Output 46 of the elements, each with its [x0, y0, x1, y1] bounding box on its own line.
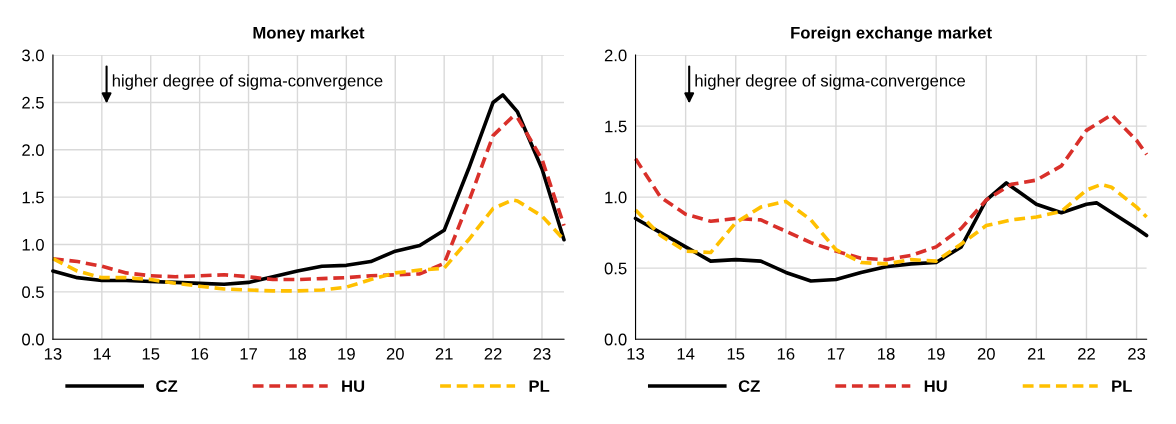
- x-tick-label: 19: [338, 347, 355, 360]
- x-tick-label: 22: [484, 347, 502, 360]
- x-tick-label: 21: [435, 347, 453, 360]
- x-tick-label: 13: [627, 347, 645, 360]
- legend-label: CZ: [156, 380, 178, 393]
- y-tick-label: 0.0: [604, 333, 627, 346]
- x-tick-label: 17: [240, 348, 257, 360]
- y-tick-label: 1.0: [605, 191, 627, 204]
- legend-label: HU: [342, 380, 365, 393]
- y-tick-label: 2.0: [22, 144, 44, 157]
- line-series: [633, 182, 1149, 266]
- legend-label: CZ: [738, 380, 760, 393]
- line-series: [633, 112, 1149, 262]
- x-tick-label: 23: [533, 347, 551, 360]
- x-tick-label: 19: [928, 347, 945, 360]
- y-tick-label: 1.0: [22, 238, 44, 251]
- y-tick-label: 2.5: [22, 96, 44, 109]
- legend-label: PL: [529, 380, 550, 392]
- y-tick-label: 1.5: [605, 120, 627, 133]
- x-tick-label: 14: [93, 348, 111, 360]
- x-tick-label: 16: [777, 347, 795, 360]
- x-tick-label: 18: [289, 347, 306, 360]
- x-tick-label: 14: [677, 348, 695, 360]
- chart-title: Foreign exchange market: [791, 26, 992, 42]
- annotation: higher degree of sigma-convergence: [695, 74, 966, 90]
- x-tick-label: 20: [386, 347, 404, 360]
- y-tick-label: 0.5: [22, 286, 44, 299]
- x-tick-label: 23: [1128, 347, 1146, 360]
- annotation: higher degree of sigma-convergence: [112, 74, 383, 90]
- x-tick-label: 22: [1078, 347, 1095, 360]
- y-tick-label: 2.0: [604, 49, 627, 62]
- x-tick-label: 13: [44, 347, 62, 360]
- y-tick-label: 0.5: [604, 262, 627, 275]
- x-tick-label: 15: [142, 348, 160, 360]
- y-tick-label: 3.0: [22, 49, 44, 62]
- x-tick-label: 21: [1027, 347, 1045, 360]
- legend-label: PL: [1112, 380, 1132, 392]
- x-tick-label: 17: [827, 348, 845, 360]
- x-tick-label: 16: [191, 347, 209, 360]
- x-tick-label: 20: [977, 347, 995, 360]
- legend-label: HU: [924, 380, 947, 393]
- y-tick-label: 0.0: [22, 333, 44, 346]
- x-tick-label: 15: [727, 348, 745, 360]
- chart-title: Money market: [253, 26, 365, 42]
- x-tick-label: 18: [878, 347, 895, 360]
- y-tick-label: 1.5: [22, 191, 44, 204]
